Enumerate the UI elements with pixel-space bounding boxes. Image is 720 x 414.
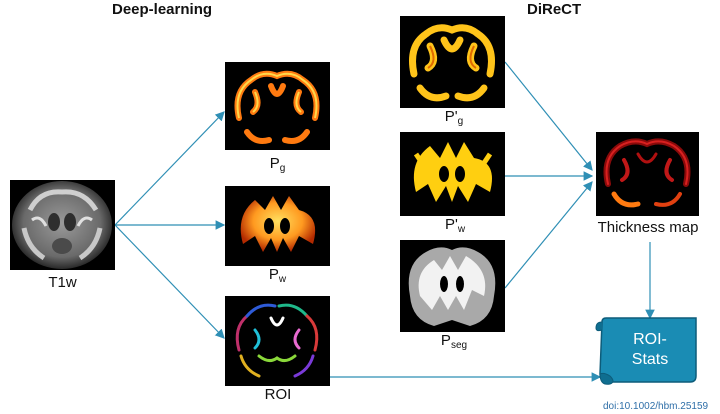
pseg-image (400, 240, 505, 332)
pw-prime-image (400, 132, 505, 216)
roi-label: ROI (264, 386, 292, 403)
pg-prime-image (400, 16, 505, 108)
deep-learning-heading: Deep-learning (112, 1, 213, 18)
pw-label: Pw (268, 266, 287, 285)
arrow-t1w-to-roi (114, 224, 225, 339)
arrow-t1w-to-pg (114, 111, 225, 226)
t1w-image (10, 180, 115, 270)
thickness-map-label: Thickness map (597, 219, 699, 236)
pg-label: Pg (269, 155, 286, 174)
roi-image (225, 296, 330, 386)
pseg-label: Pseg (440, 332, 468, 351)
thickness-map-image (596, 132, 699, 216)
roi-stats-scroll (595, 317, 697, 385)
roi-stats-line1: ROI- (633, 331, 667, 348)
pw-image (225, 186, 330, 266)
arrow-pgp-to-thickness (504, 61, 593, 171)
arrow-pseg-to-thickness (504, 181, 593, 289)
roi-stats-label: ROI- Stats (602, 330, 698, 370)
direct-heading: DiReCT (527, 1, 582, 18)
t1w-label: T1w (48, 274, 77, 291)
pg-prime-label: P'g (444, 108, 464, 127)
pg-image (225, 62, 330, 150)
doi-citation: doi:10.1002/hbm.25159 (603, 401, 709, 412)
pw-prime-label: P'w (444, 216, 466, 235)
roi-stats-line2: Stats (631, 351, 669, 368)
